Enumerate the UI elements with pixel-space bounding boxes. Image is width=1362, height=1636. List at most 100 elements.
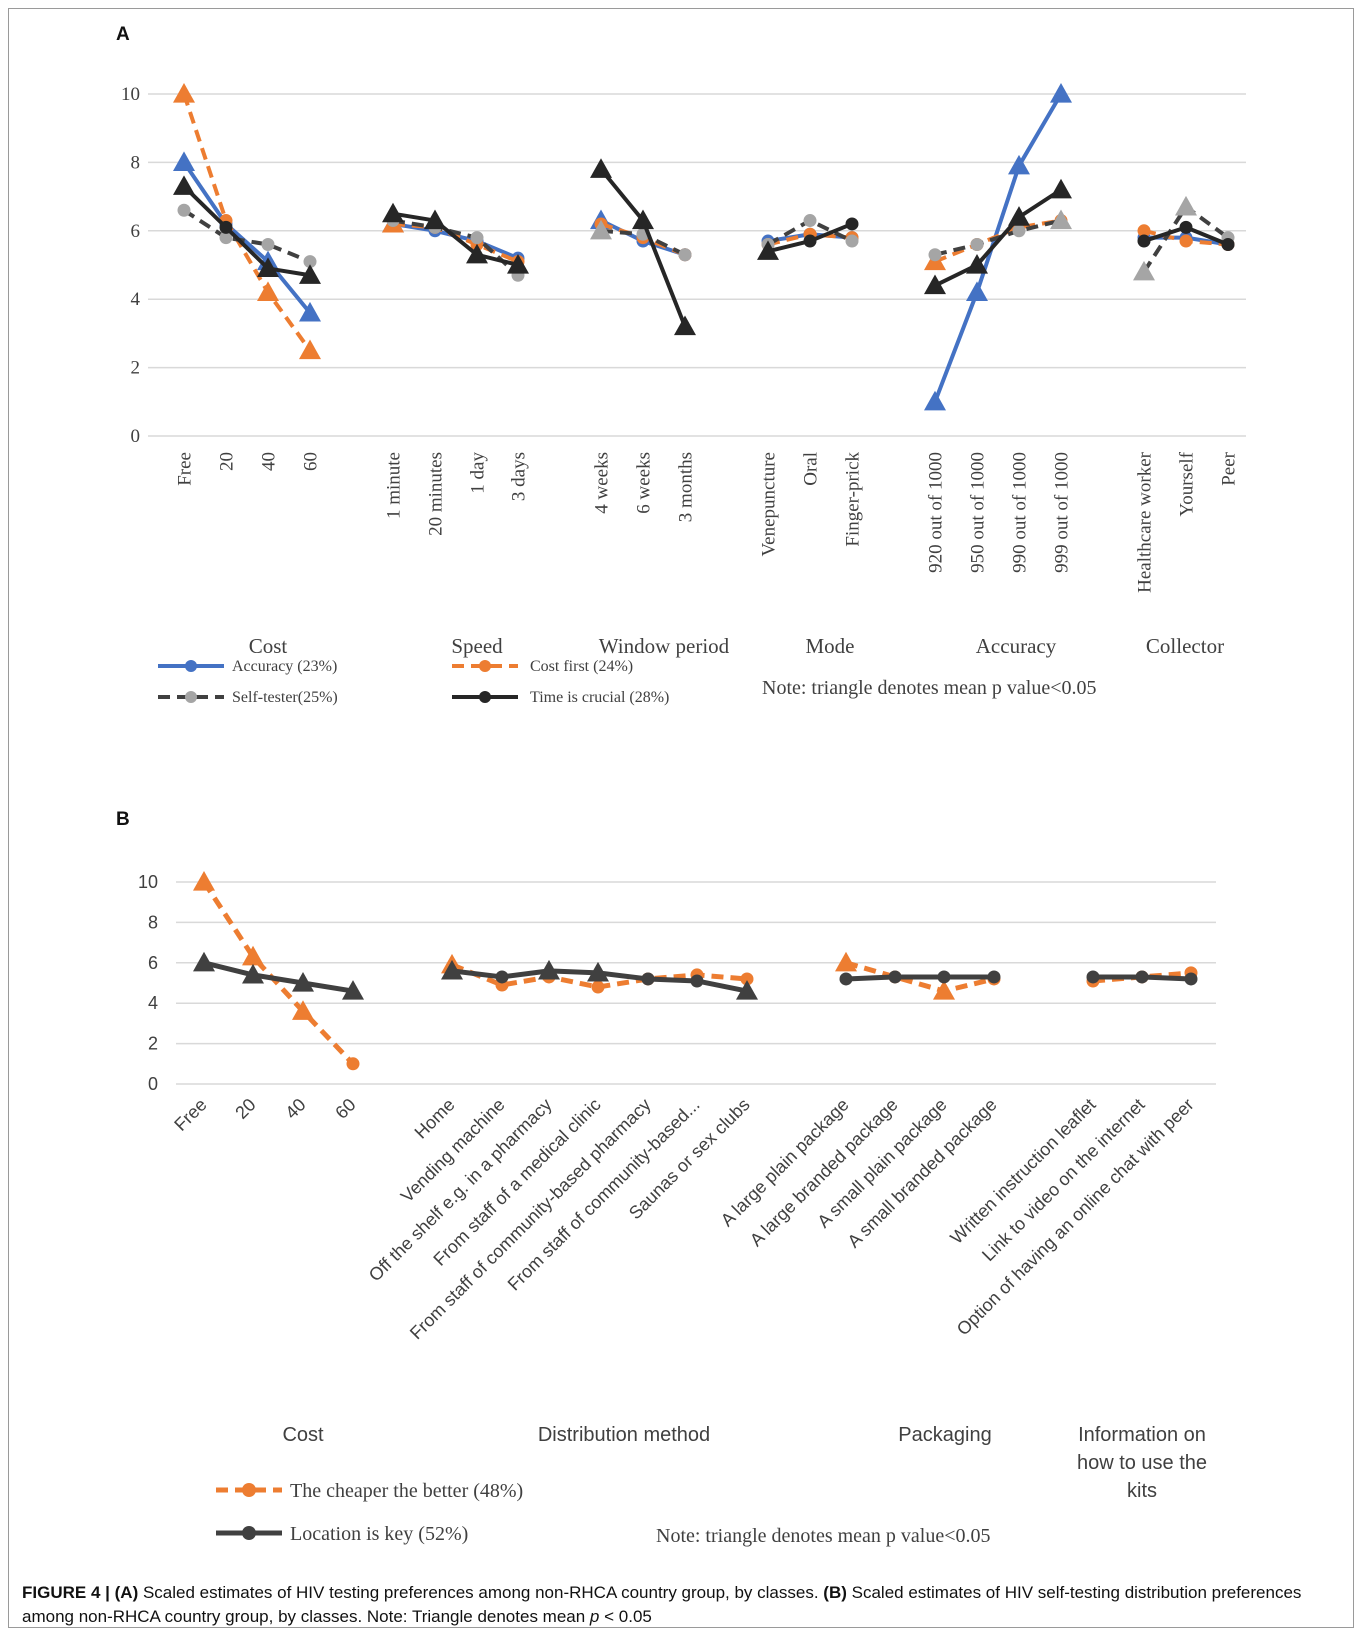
panel-a-data-point	[970, 237, 984, 251]
panel-a-data-point	[1012, 224, 1026, 238]
caption-b-text: Scaled estimates of HIV self-testing dis…	[22, 1583, 1302, 1626]
panel-a-group-label: Window period	[599, 634, 730, 658]
panel-a-legend-label: Time is crucial (28%)	[530, 689, 669, 706]
panel-a-data-point	[1137, 234, 1151, 248]
panel-a-data-point	[1050, 178, 1072, 199]
panel-a-x-tick-label: Healthcare worker	[1135, 451, 1156, 593]
panel-b-data-point	[1086, 970, 1100, 984]
caption-a-tag: (A)	[114, 1583, 139, 1602]
panel-b-data-point	[839, 972, 853, 986]
panel-a-group-label: Collector	[1146, 634, 1224, 658]
panel-a-data-point	[173, 83, 195, 103]
panel-a-x-tick-label: 3 months	[676, 452, 697, 522]
panel-b-y-tick-label: 4	[148, 993, 158, 1013]
panel-a-legend-label: Accuracy (23%)	[232, 658, 337, 675]
panel-a-data-point	[1179, 234, 1193, 248]
panel-b-series-line	[203, 960, 354, 994]
panel-a-series-line	[392, 221, 519, 261]
panel-a-legend-marker	[185, 660, 197, 672]
panel-a-data-point	[261, 237, 275, 251]
panel-a-data-point	[803, 234, 817, 248]
panel-a-x-tick-label: 4 weeks	[592, 452, 613, 514]
panel-b-group-label-line: how to use the	[1077, 1452, 1207, 1474]
panel-a-data-point	[924, 274, 946, 295]
panel-a-series-line	[933, 92, 1063, 403]
panel-b-legend-marker	[242, 1526, 256, 1540]
panel-b-data-point	[937, 970, 951, 984]
panel-a-group-label: Accuracy	[976, 634, 1057, 658]
panel-a-data-point	[507, 254, 529, 274]
panel-b-group-label: Distribution method	[538, 1424, 710, 1446]
panel-a-note: Note: triangle denotes mean p value<0.05	[762, 677, 1097, 699]
panel-b-data-point	[641, 972, 655, 986]
panel-a-x-tick-label: Yourself	[1177, 451, 1198, 516]
panel-a-group-label: Speed	[451, 634, 503, 658]
panel-a-data-point	[424, 209, 446, 230]
panel-a-series-line	[934, 218, 1062, 257]
panel-b-data-point	[441, 959, 463, 980]
panel-a-data-point	[257, 281, 279, 301]
panel-b-note: Note: triangle denotes mean p value<0.05	[656, 1525, 991, 1547]
panel-a-series-line	[182, 161, 312, 315]
panel-b-data-point	[242, 963, 264, 984]
panel-a-data-point	[299, 264, 321, 284]
panel-b-x-tick-label: Home	[411, 1095, 459, 1143]
panel-b-data-point	[292, 972, 314, 992]
panel-b-data-point	[987, 970, 1001, 984]
panel-a-group-label: Mode	[806, 634, 855, 658]
panel-b-label: B	[116, 809, 130, 830]
panel-b-data-point	[1135, 970, 1149, 984]
panel-b-group-label: Cost	[282, 1424, 324, 1446]
panel-a-data-point	[1008, 154, 1030, 175]
panel-b-data-point	[740, 972, 754, 986]
figure-caption: FIGURE 4 | (A) Scaled estimates of HIV t…	[22, 1581, 1342, 1629]
panel-a-data-point	[1050, 83, 1072, 103]
panel-a-y-tick-label: 10	[121, 84, 140, 105]
panel-b-x-tick-label: Free	[170, 1095, 210, 1135]
panel-a-legend-marker	[479, 660, 491, 672]
panel-a-data-point	[674, 315, 696, 336]
panel-a-series-line	[934, 188, 1063, 288]
panel-a-data-point	[173, 175, 195, 195]
panel-b-group-label-line: Information on	[1078, 1424, 1206, 1446]
panel-b-group-label-line: kits	[1127, 1480, 1157, 1502]
panel-a-data-point	[1050, 209, 1072, 230]
panel-b-y-tick-label: 6	[148, 953, 158, 973]
panel-a-data-point	[845, 217, 859, 231]
panel-a-data-point	[803, 214, 817, 228]
panel-b-data-point	[495, 970, 509, 984]
panel-a-data-point	[590, 219, 612, 240]
panel-b-data-point	[342, 980, 364, 1000]
caption-a-text: Scaled estimates of HIV testing preferen…	[138, 1583, 824, 1602]
panel-a-data-point	[678, 248, 692, 262]
panel-b-data-point	[587, 961, 609, 982]
panel-a-data-point	[966, 254, 988, 274]
panel-a-data-point	[177, 203, 191, 217]
panel-a-x-tick-label: Oral	[801, 452, 822, 486]
panel-b-data-point	[591, 980, 605, 994]
panel-a-data-point	[173, 151, 195, 171]
panel-b-data-point	[888, 970, 902, 984]
panel-a-data-point	[219, 231, 233, 245]
panel-a-legend-marker	[185, 691, 197, 703]
panel-b-data-point	[292, 1000, 314, 1020]
caption-label: FIGURE 4 |	[22, 1583, 110, 1602]
panel-a-data-point	[1221, 237, 1235, 251]
panel-a-data-point	[299, 339, 321, 360]
panel-a-x-tick-label: 3 days	[509, 452, 530, 501]
panel-a-series-line	[392, 211, 519, 267]
panel-b-legend-marker	[242, 1483, 256, 1497]
panel-a-chart: A 0 2 4 6 8 10 Free 20 40 60 Cost 1 minute 20 minutes…	[116, 24, 1246, 706]
panel-b-x-tick-label: 60	[331, 1095, 359, 1123]
panel-a-data-point	[299, 301, 321, 322]
panel-a-data-point	[924, 390, 946, 411]
panel-a-data-point	[1175, 195, 1197, 216]
panel-a-data-point	[466, 243, 488, 264]
caption-p-symbol: p	[589, 1607, 600, 1626]
panel-b-data-point	[1184, 972, 1198, 986]
caption-b-tag: (B)	[823, 1583, 847, 1602]
panel-b-data-point	[193, 871, 215, 891]
panel-a-series-line	[182, 93, 312, 352]
panel-a-data-point	[1179, 220, 1193, 234]
